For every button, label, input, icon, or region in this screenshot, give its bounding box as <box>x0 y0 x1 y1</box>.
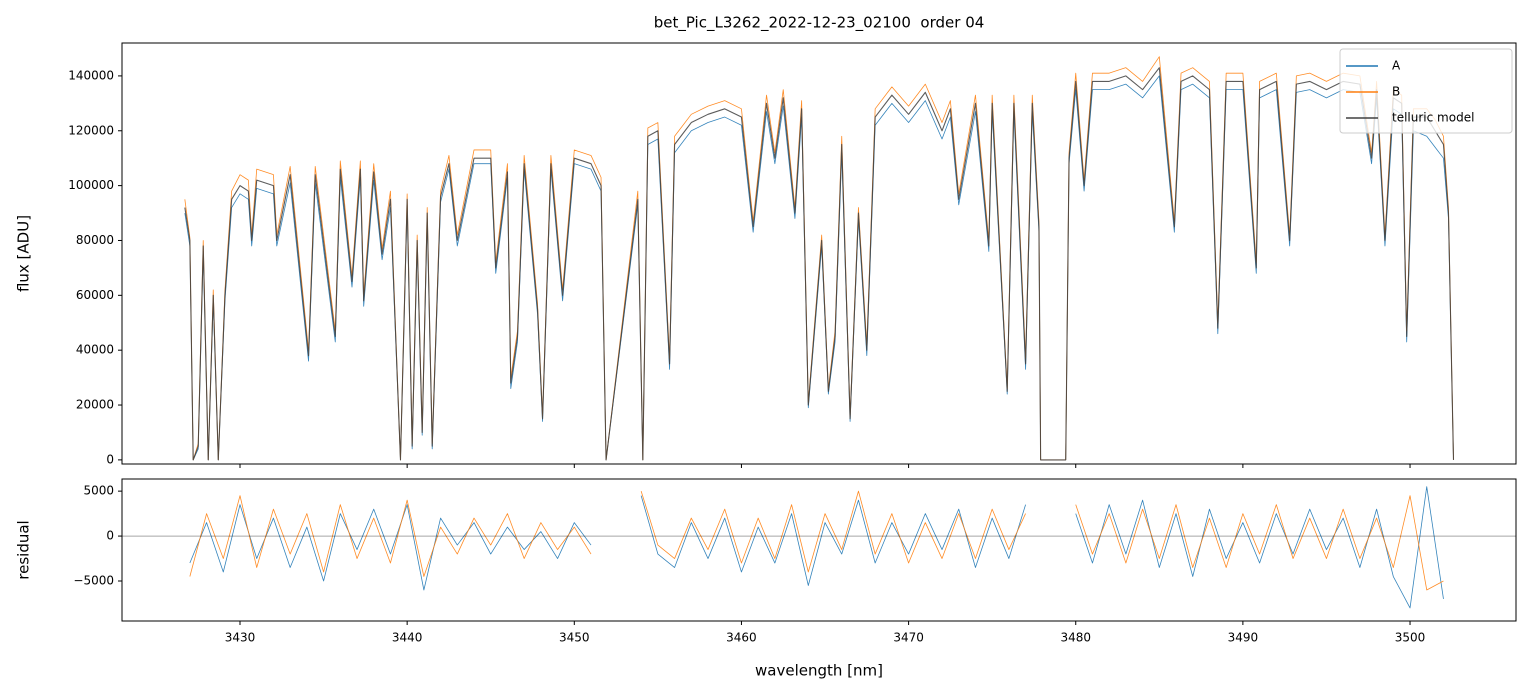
y-tick-label: 20000 <box>76 398 114 412</box>
series-line <box>189 490 1444 591</box>
y-tick-label: 120000 <box>68 123 114 137</box>
x-axis-label: wavelength [nm] <box>755 662 883 680</box>
axes-frame <box>121 478 1517 622</box>
y-tick-label: 100000 <box>68 178 114 192</box>
legend-label: B <box>1392 85 1400 99</box>
y-tick-label: 0 <box>106 452 114 466</box>
plot-area <box>189 486 1444 609</box>
y-tick-label: −5000 <box>73 574 114 588</box>
x-tick-label: 3470 <box>893 631 924 645</box>
y-tick-label: 40000 <box>76 343 114 357</box>
legend-label: A <box>1392 59 1401 73</box>
x-tick-label: 3460 <box>726 631 757 645</box>
y-axis-label: residual <box>15 520 33 579</box>
y-tick-label: 80000 <box>76 233 114 247</box>
series-line <box>184 67 1455 461</box>
y-tick-label: 60000 <box>76 288 114 302</box>
plot-area <box>184 56 1455 461</box>
x-tick-label: 3440 <box>392 631 423 645</box>
y-tick-label: 140000 <box>68 68 114 82</box>
series-line <box>184 56 1454 461</box>
x-tick-label: 3490 <box>1228 631 1259 645</box>
legend-box <box>1339 48 1513 134</box>
x-tick-label: 3500 <box>1395 631 1426 645</box>
series-line <box>189 486 1444 609</box>
y-tick-label: 0 <box>106 529 114 543</box>
chart-title: bet_Pic_L3262_2022-12-23_02100 order 04 <box>654 14 985 33</box>
y-axis-label: flux [ADU] <box>15 215 33 292</box>
x-tick-label: 3450 <box>559 631 590 645</box>
x-tick-label: 3480 <box>1060 631 1091 645</box>
axes-frame <box>121 42 1517 465</box>
legend-label: telluric model <box>1392 111 1474 125</box>
x-tick-label: 3430 <box>225 631 256 645</box>
y-tick-label: 5000 <box>83 484 114 498</box>
